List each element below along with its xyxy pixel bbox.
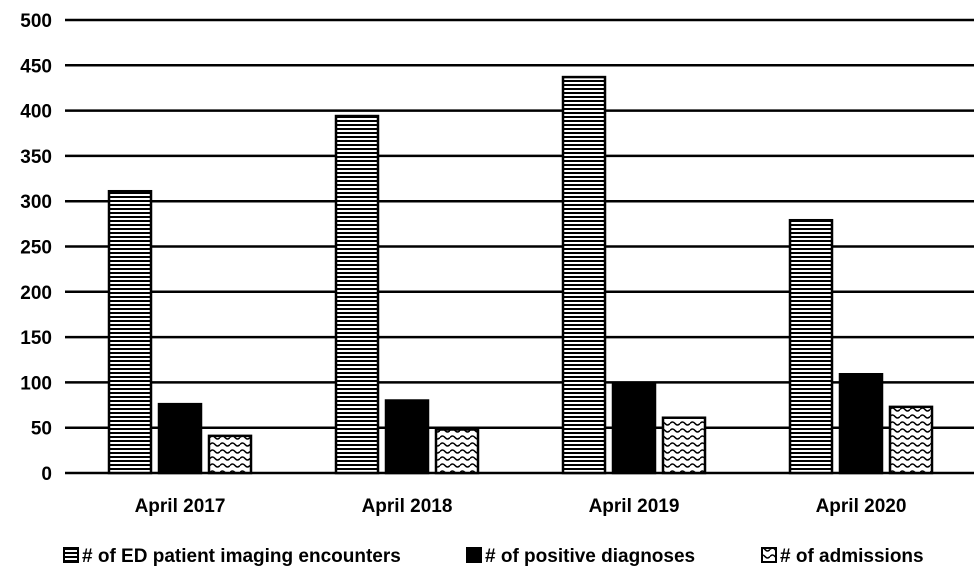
x-tick-label: April 2018 bbox=[362, 496, 453, 517]
y-tick-label: 300 bbox=[20, 192, 52, 213]
x-tick-label: April 2019 bbox=[589, 496, 680, 517]
x-tick-label: April 2020 bbox=[816, 496, 907, 517]
bar-wavy-3 bbox=[888, 405, 934, 475]
bars bbox=[107, 75, 934, 475]
y-tick-label: 150 bbox=[20, 328, 52, 349]
y-tick-label: 200 bbox=[20, 283, 52, 304]
y-tick-label: 0 bbox=[41, 464, 52, 485]
y-tick-label: 400 bbox=[20, 102, 52, 123]
bar-horizontal-lines-1 bbox=[334, 114, 380, 475]
bar-solid-2 bbox=[611, 382, 657, 475]
bar-solid-3 bbox=[838, 372, 884, 475]
legend-swatch-wavy bbox=[761, 547, 777, 563]
y-tick-label: 500 bbox=[20, 11, 52, 32]
bar-horizontal-lines-3 bbox=[788, 218, 834, 475]
y-axis: 0 50 100 150 200 250 300 350 400 450 500 bbox=[20, 11, 52, 485]
y-tick-label: 350 bbox=[20, 147, 52, 168]
legend-label: # of positive diagnoses bbox=[485, 546, 695, 567]
y-tick-label: 250 bbox=[20, 238, 52, 259]
bar-wavy-2 bbox=[661, 416, 707, 475]
bar-wavy-0 bbox=[207, 434, 253, 475]
legend: # of ED patient imaging encounters # of p… bbox=[63, 546, 924, 567]
x-axis: April 2017 April 2018 April 2019 April 2020 bbox=[135, 496, 907, 517]
legend-swatch-horizontal-lines bbox=[63, 547, 79, 563]
legend-label: # of ED patient imaging encounters bbox=[82, 546, 401, 567]
y-tick-label: 50 bbox=[31, 419, 52, 440]
bar-solid-1 bbox=[384, 399, 430, 475]
legend-swatch-solid bbox=[466, 547, 482, 563]
y-tick-label: 100 bbox=[20, 373, 52, 394]
bar-horizontal-lines-2 bbox=[561, 75, 607, 475]
x-tick-label: April 2017 bbox=[135, 496, 226, 517]
gridlines bbox=[65, 18, 974, 475]
legend-label: # of admissions bbox=[780, 546, 924, 567]
bar-solid-0 bbox=[157, 402, 203, 475]
y-tick-label: 450 bbox=[20, 56, 52, 77]
bar-wavy-1 bbox=[434, 428, 480, 475]
bar-horizontal-lines-0 bbox=[107, 189, 153, 475]
